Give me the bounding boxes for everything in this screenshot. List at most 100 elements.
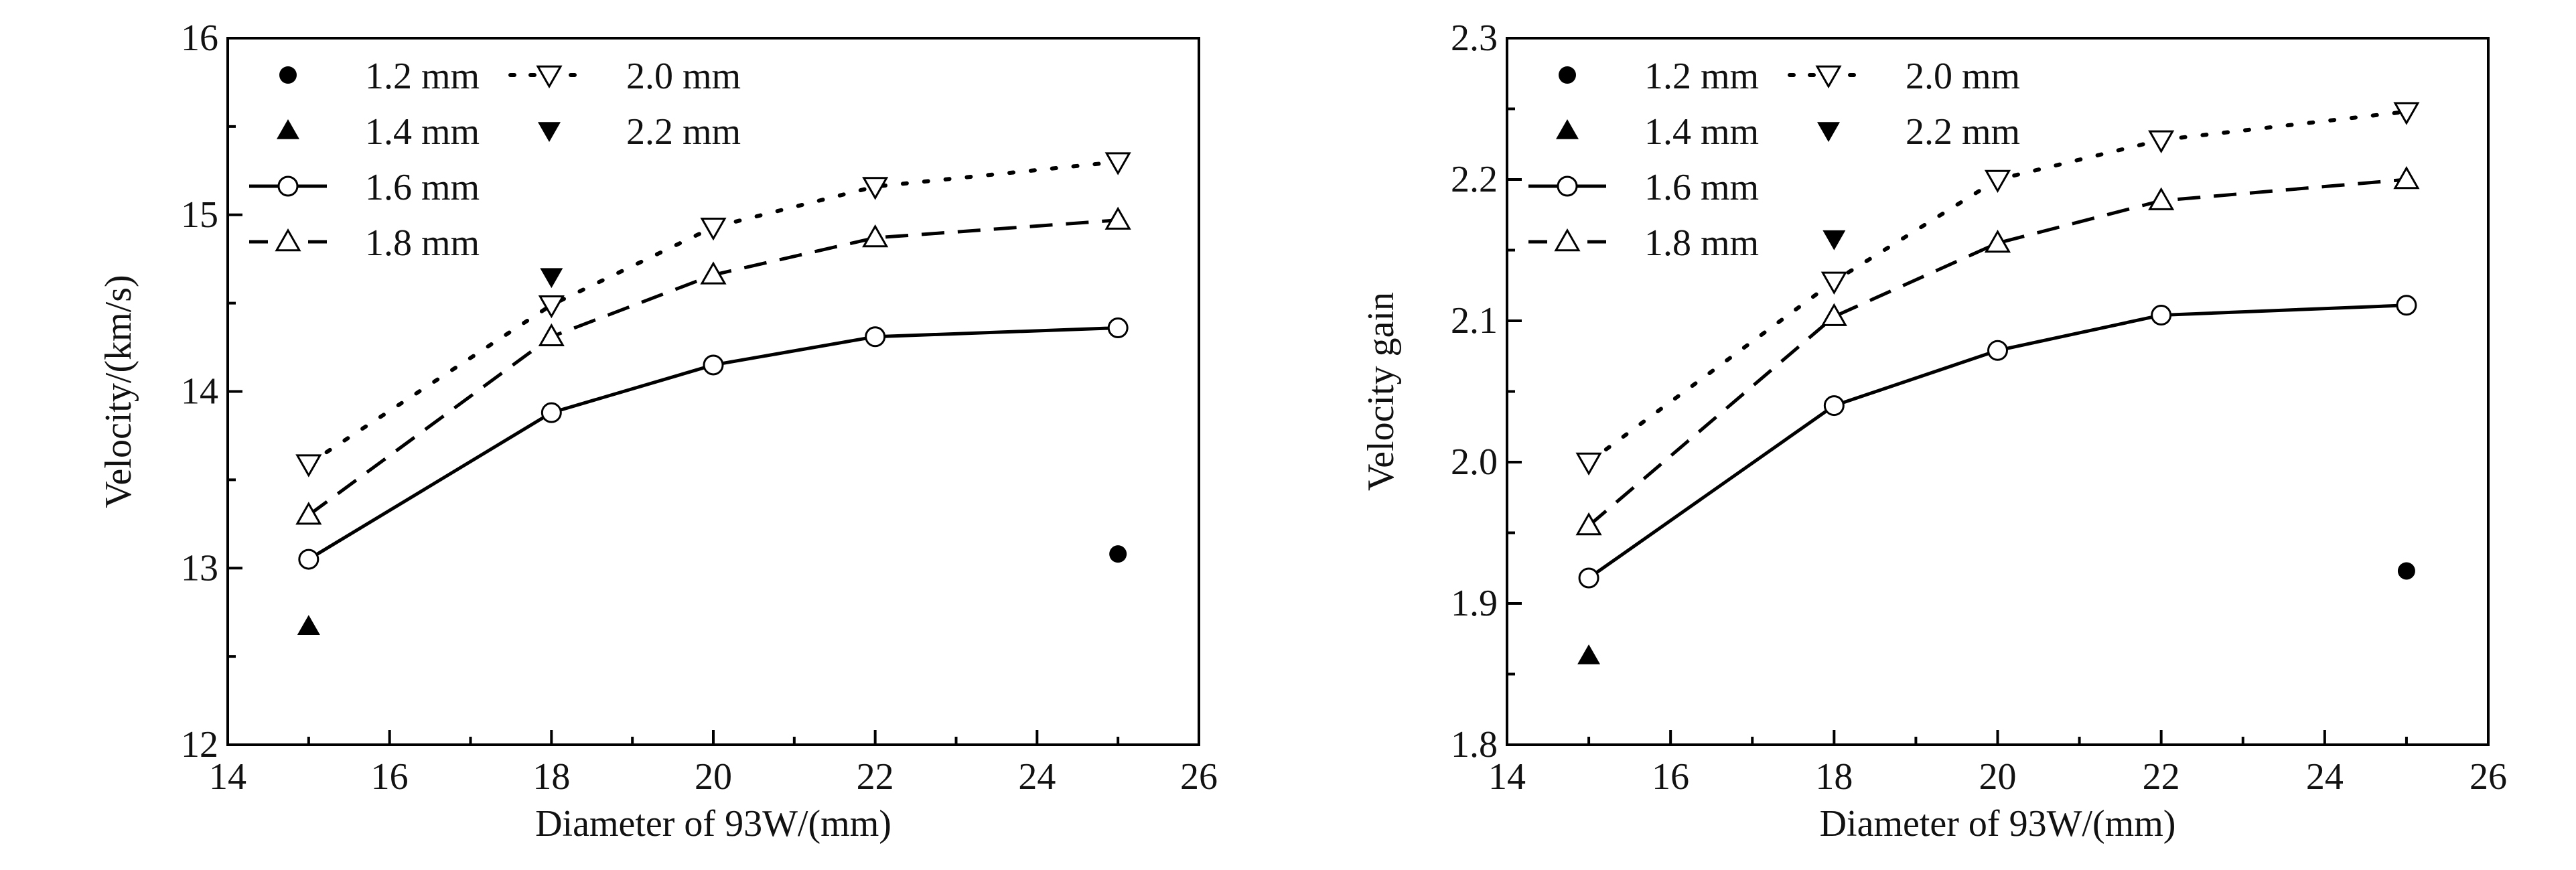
x-tick-label: 26 [1180, 756, 1218, 798]
data-point [1575, 512, 1602, 536]
x-tick-label: 14 [209, 756, 246, 798]
x-tick-label: 26 [2470, 756, 2507, 798]
legend-item: 2.0 mm [1788, 56, 2020, 97]
legend-label: 1.8 mm [1644, 222, 1759, 264]
x-tick-label: 24 [2306, 756, 2344, 798]
data-point [1820, 303, 1847, 326]
data-point [1823, 395, 1845, 417]
data-point [700, 261, 727, 285]
x-tick-label: 18 [532, 756, 570, 798]
data-point [862, 177, 889, 200]
legend-marker [1559, 66, 1576, 84]
legend-label: 1.2 mm [365, 56, 480, 97]
data-point [1820, 271, 1847, 295]
x-tick-label: 22 [2143, 756, 2180, 798]
series-2.2-mm [1822, 230, 1846, 250]
series-1.6-mm [1578, 295, 2417, 589]
legend-label: 1.8 mm [365, 222, 480, 264]
series-line [1587, 109, 2409, 464]
series-1.6-mm [298, 317, 1129, 570]
legend-label: 2.0 mm [626, 56, 741, 97]
legend-item: 2.0 mm [508, 56, 741, 97]
data-point [2148, 187, 2175, 210]
legend-marker [1557, 175, 1578, 197]
y-tick-label: 13 [181, 547, 218, 589]
data-point [703, 354, 724, 376]
series-2.2-mm [540, 268, 563, 289]
data-point [538, 295, 565, 319]
data-point [1104, 206, 1131, 230]
data-point [538, 323, 565, 346]
legend-marker [1554, 228, 1581, 252]
legend-item: 1.8 mm [1528, 222, 1759, 264]
legend-label: 2.2 mm [626, 111, 741, 153]
legend-marker [277, 175, 299, 197]
legend-item: 1.6 mm [1528, 167, 1759, 208]
data-point [2393, 165, 2420, 190]
data-point [2397, 562, 2415, 580]
legend-label: 2.0 mm [1906, 56, 2020, 97]
legend-label: 2.2 mm [1906, 111, 2020, 153]
legend-label: 1.6 mm [1644, 167, 1759, 208]
legend-marker [275, 228, 301, 252]
data-point [2148, 130, 2175, 153]
y-axis-label: Velocity gain [1360, 292, 1402, 491]
x-tick-label: 20 [1979, 756, 2017, 798]
data-point [295, 502, 322, 525]
legend: 1.2 mm 1.4 mm 1.6 mm 1.8 mm 2.0 mm 2.2 mm [1528, 56, 2020, 264]
x-axis-label: Diameter of 93W/(mm) [535, 803, 891, 845]
data-point [862, 224, 889, 248]
data-point [298, 549, 319, 570]
legend-item: 2.2 mm [1817, 111, 2020, 153]
legend-marker [1815, 65, 1842, 89]
legend-marker [536, 65, 563, 89]
y-tick-label: 2.0 [1451, 441, 1498, 483]
legend-marker [279, 66, 297, 84]
y-tick-label: 15 [181, 194, 218, 236]
legend-item: 1.6 mm [249, 167, 480, 208]
data-point [541, 402, 562, 423]
legend-item: 1.4 mm [277, 111, 480, 153]
data-point [1107, 317, 1129, 339]
data-point [700, 217, 727, 241]
x-tick-label: 16 [1652, 756, 1689, 798]
series-1.2-mm [2397, 562, 2415, 580]
data-point [1577, 644, 1601, 664]
chart-1: 14 16 18 20 22 24 26 12 13 14 15 16 Diameter of 93W/… [98, 17, 1218, 845]
x-tick-label: 16 [371, 756, 409, 798]
legend-label: 1.4 mm [1644, 111, 1759, 153]
data-point [297, 615, 320, 636]
x-tick-label: 18 [1815, 756, 1853, 798]
y-tick-label: 2.3 [1451, 17, 1498, 59]
data-point [1987, 340, 2008, 361]
data-point [1578, 567, 1599, 589]
legend-label: 1.6 mm [365, 167, 480, 208]
data-point [1104, 152, 1131, 175]
data-point [1109, 545, 1127, 563]
legend-item: 1.8 mm [249, 222, 480, 264]
data-point [1984, 229, 2011, 253]
series-1.8-mm [1575, 165, 2420, 536]
legend-item: 1.2 mm [279, 56, 480, 97]
legend-item: 1.4 mm [1556, 111, 1759, 153]
chart-2: 14 16 18 20 22 24 26 1.8 1.9 2.0 2.1 2.2 2.3 Diameter… [1360, 17, 2507, 845]
legend-label: 1.4 mm [365, 111, 480, 153]
x-tick-label: 24 [1018, 756, 1056, 798]
series-1.4-mm [1577, 644, 1601, 664]
series-1.4-mm [297, 615, 320, 636]
legend-marker [277, 119, 299, 139]
legend-marker [1817, 122, 1840, 142]
y-tick-label: 16 [181, 17, 218, 59]
series-1.8-mm [295, 206, 1131, 525]
x-axis-label: Diameter of 93W/(mm) [1820, 803, 2176, 845]
data-point [540, 268, 563, 289]
y-tick-label: 1.9 [1451, 583, 1498, 624]
data-point [1822, 230, 1846, 250]
series-2.0-mm [1575, 102, 2420, 476]
data-point [2151, 305, 2172, 326]
data-point [2393, 102, 2420, 125]
legend-marker [538, 122, 561, 142]
y-tick-label: 2.2 [1451, 159, 1498, 200]
data-point [295, 454, 322, 478]
